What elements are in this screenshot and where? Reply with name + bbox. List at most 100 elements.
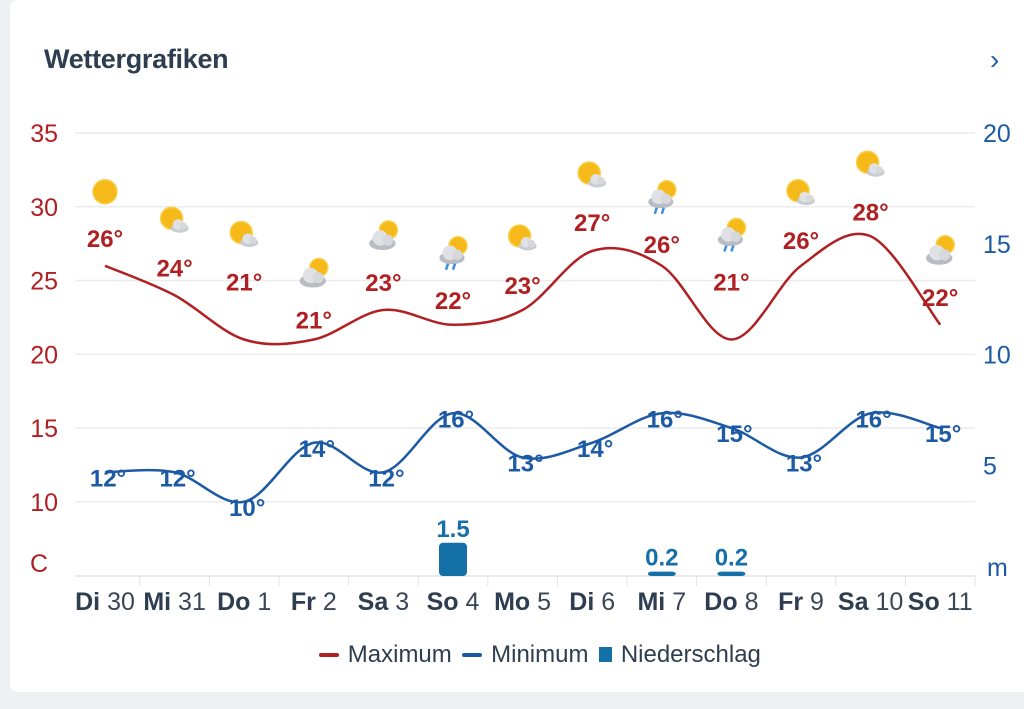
minimum-label: 14° [577,436,613,463]
legend-precipitation[interactable]: Niederschlag [599,640,761,669]
maximum-label: 23° [504,273,540,300]
card-title: Wettergrafiken [44,44,229,74]
left-axis-tick: 15 [30,415,58,443]
sun-cloud-icon [786,179,815,206]
precipitation-bar [439,542,467,576]
sun-cloud-icon [507,224,537,251]
x-axis-label: Fr 9 [778,588,824,616]
minimum-label: 15° [716,421,752,448]
maximum-label: 21° [226,270,262,297]
cloud-shape [875,166,884,174]
day-name: Do [217,588,257,616]
day-name: Mi [143,588,178,616]
rain-drop [730,245,735,252]
cloud-shape [730,231,741,242]
day-name: Sa [838,588,876,616]
legend-label: Minimum [491,640,589,668]
cloud-shape [660,193,672,205]
day-date: 1 [257,588,271,616]
right-axis-tick: 5 [983,452,997,480]
day-date: 3 [395,588,409,616]
maximum-label: 22° [435,288,471,315]
cloud-shape [806,194,814,203]
maximum-label: 26° [783,228,819,255]
x-axis-label: Mi 31 [143,588,206,616]
sun-cloud-icon [229,220,259,247]
x-axis-label: Sa 10 [838,588,903,616]
day-date: 5 [537,588,551,616]
maximum-label: 26° [644,232,680,259]
rain-sun-icon [717,217,747,252]
cloud-sun-icon [369,220,399,250]
x-axis-label: Do 1 [217,588,271,616]
minimum-label: 12° [368,465,404,492]
sun-icon [92,179,118,205]
legend-square-icon [599,647,613,663]
rain-drop [451,263,457,271]
sun-shape [92,179,118,205]
maximum-label: 21° [296,308,332,335]
legend-line-icon [462,652,483,657]
day-date: 30 [107,588,135,616]
legend-line-icon [319,652,340,657]
minimum-label: 16° [438,406,474,433]
day-name: Do [704,588,744,616]
minimum-label: 14° [299,436,335,463]
x-axis-label: Di 30 [75,588,135,616]
cloud-shape [452,249,463,261]
legend-maximum[interactable]: Maximum [319,640,452,669]
cloud-shape [939,249,951,261]
precipitation-label: 0.2 [715,545,748,572]
minimum-label: 15° [925,421,961,448]
chart-legend: Maximum Minimum Niederschlag [0,640,1024,669]
sun-cloud-icon [577,161,607,188]
maximum-label: 26° [87,226,123,253]
left-axis-tick: 35 [30,120,58,148]
left-axis-tick: 30 [30,194,58,222]
cloud-shape [312,272,324,284]
x-axis-label: Do 8 [704,588,758,616]
rain-drop [723,245,728,252]
day-name: Fr [291,588,323,616]
cloud-shape [527,240,536,248]
left-axis-tick: 20 [30,341,58,369]
x-axis-label: Sa 3 [358,588,409,616]
precipitation-label: 0.2 [645,545,678,572]
day-date: 6 [601,588,615,616]
cloud-shape [597,177,605,185]
legend-minimum[interactable]: Minimum [462,640,588,669]
rain-drop [444,263,450,271]
day-name: Di [569,588,601,616]
left-axis-tick: 25 [30,268,58,296]
maximum-line [104,232,942,346]
minimum-label: 13° [507,451,543,478]
legend-label: Niederschlag [620,640,761,668]
minimum-label: 13° [786,451,822,478]
maximum-label: 28° [852,199,888,226]
day-name: Sa [358,588,396,616]
x-axis-label: Mi 7 [637,588,686,616]
cloud-sun-icon [926,235,955,265]
precipitation-bar [647,571,676,576]
maximum-label: 24° [156,255,192,282]
rain-sun-icon [648,180,677,215]
day-name: Fr [778,588,810,616]
chevron-right-icon[interactable]: › [990,44,1000,75]
day-name: Mi [637,588,672,616]
day-date: 7 [672,588,686,616]
x-axis-label: So 4 [427,588,480,616]
sun-cloud-icon [855,150,885,177]
left-axis-unit: C [30,550,48,578]
x-axis-label: Mo 5 [494,588,551,616]
day-date: 31 [178,588,206,616]
cloud-shape [179,222,188,230]
x-axis-label: Di 6 [569,588,615,616]
rain-drop [653,207,658,215]
rain-drop [660,207,665,215]
maximum-label: 21° [713,270,749,297]
day-date: 2 [323,588,337,616]
precipitation-bar [717,571,746,576]
day-date: 8 [745,588,759,616]
minimum-label: 10° [229,495,265,522]
